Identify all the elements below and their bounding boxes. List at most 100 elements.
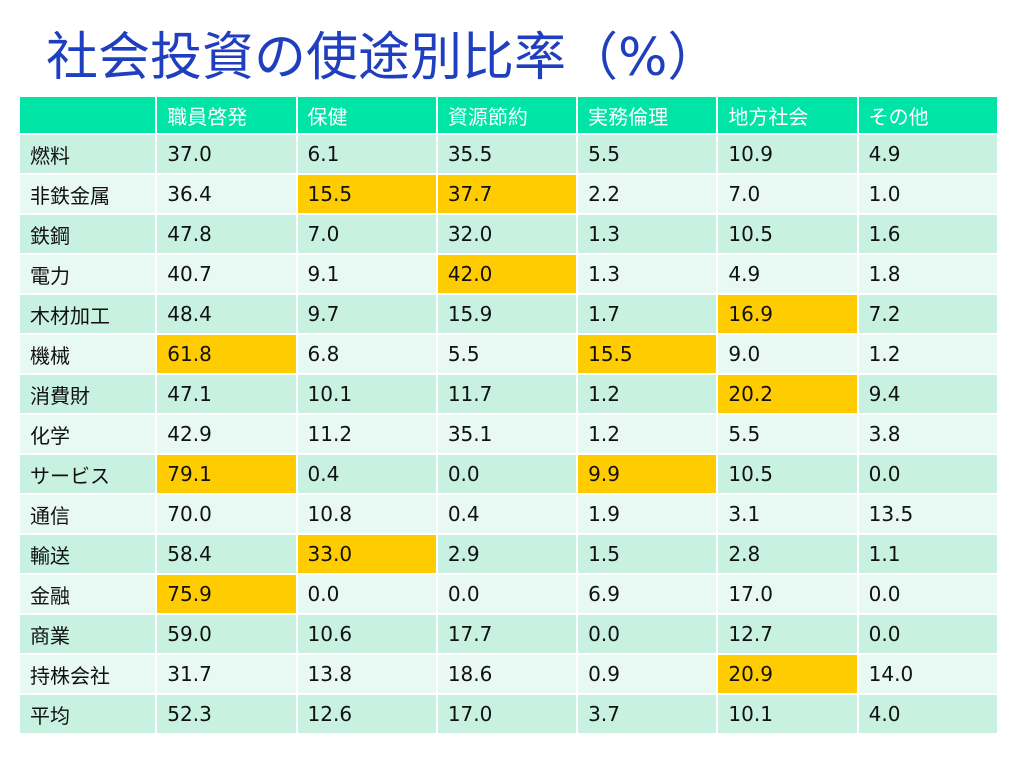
column-header: 保健: [295, 95, 438, 135]
table-cell: 12.6: [295, 693, 438, 735]
row-label: 鉄鋼: [17, 213, 158, 255]
table-cell: 0.0: [856, 573, 1000, 615]
table-cell: 17.0: [435, 693, 579, 735]
row-label: 商業: [17, 613, 158, 655]
table-cell: 58.4: [155, 533, 298, 575]
table-cell: 0.0: [295, 573, 438, 615]
table-cell: 1.5: [576, 533, 719, 575]
table-cell: 6.8: [295, 333, 438, 375]
table-cell: 0.9: [576, 653, 719, 695]
table-cell: 3.7: [576, 693, 719, 735]
table-cell: 11.7: [435, 373, 579, 415]
highlighted-cell: 42.0: [435, 253, 579, 295]
table-header-row: 職員啓発 保健 資源節約 実務倫理 地方社会 その他: [17, 95, 1000, 135]
table-cell: 14.0: [856, 653, 1000, 695]
row-label: 平均: [17, 693, 158, 735]
table-cell: 1.9: [576, 493, 719, 535]
table-row: サービス 79.1 0.4 0.0 9.9 10.5 0.0: [17, 453, 1000, 495]
table-body: 燃料 37.0 6.1 35.5 5.5 10.9 4.9 非鉄金属 36.4 15.5 37.7 2…: [17, 133, 1000, 735]
row-label: 輸送: [17, 533, 158, 575]
table-row: 機械 61.8 6.8 5.5 15.5 9.0 1.2: [17, 333, 1000, 375]
table-cell: 7.0: [295, 213, 438, 255]
column-header: 資源節約: [435, 95, 579, 135]
table-cell: 10.5: [716, 453, 859, 495]
highlighted-cell: 15.5: [295, 173, 438, 215]
table-cell: 1.0: [856, 173, 1000, 215]
table-cell: 40.7: [155, 253, 298, 295]
table-cell: 0.0: [576, 613, 719, 655]
table-cell: 5.5: [716, 413, 859, 455]
table-cell: 4.9: [856, 133, 1000, 175]
table-cell: 15.9: [435, 293, 579, 335]
row-label: 木材加工: [17, 293, 158, 335]
table-cell: 0.0: [435, 453, 579, 495]
table-cell: 0.0: [856, 453, 1000, 495]
row-label: 電力: [17, 253, 158, 295]
table-cell: 1.6: [856, 213, 1000, 255]
table-cell: 0.0: [856, 613, 1000, 655]
highlighted-cell: 20.9: [716, 653, 859, 695]
table-cell: 37.0: [155, 133, 298, 175]
column-header: 実務倫理: [576, 95, 719, 135]
table-cell: 32.0: [435, 213, 579, 255]
table-cell: 1.7: [576, 293, 719, 335]
table-cell: 5.5: [435, 333, 579, 375]
table-cell: 11.2: [295, 413, 438, 455]
row-label: 消費財: [17, 373, 158, 415]
table-cell: 10.5: [716, 213, 859, 255]
row-label: 非鉄金属: [17, 173, 158, 215]
table-cell: 1.1: [856, 533, 1000, 575]
table-cell: 17.0: [716, 573, 859, 615]
table-cell: 10.9: [716, 133, 859, 175]
table-cell: 2.9: [435, 533, 579, 575]
table-cell: 9.1: [295, 253, 438, 295]
table-cell: 13.8: [295, 653, 438, 695]
column-header: 職員啓発: [155, 95, 298, 135]
table-cell: 31.7: [155, 653, 298, 695]
table-cell: 6.1: [295, 133, 438, 175]
table-cell: 10.1: [716, 693, 859, 735]
table-cell: 35.1: [435, 413, 579, 455]
table-row: 燃料 37.0 6.1 35.5 5.5 10.9 4.9: [17, 133, 1000, 175]
table-cell: 1.2: [576, 413, 719, 455]
table-cell: 1.3: [576, 253, 719, 295]
highlighted-cell: 9.9: [576, 453, 719, 495]
table-cell: 47.1: [155, 373, 298, 415]
table-cell: 0.4: [435, 493, 579, 535]
table-cell: 17.7: [435, 613, 579, 655]
table-cell: 70.0: [155, 493, 298, 535]
table-row: 鉄鋼 47.8 7.0 32.0 1.3 10.5 1.6: [17, 213, 1000, 255]
row-label: サービス: [17, 453, 158, 495]
table-cell: 3.1: [716, 493, 859, 535]
table-cell: 10.6: [295, 613, 438, 655]
table-row: 商業 59.0 10.6 17.7 0.0 12.7 0.0: [17, 613, 1000, 655]
table-row: 平均 52.3 12.6 17.0 3.7 10.1 4.0: [17, 693, 1000, 735]
table-cell: 2.8: [716, 533, 859, 575]
highlighted-cell: 37.7: [435, 173, 579, 215]
table-row: 消費財 47.1 10.1 11.7 1.2 20.2 9.4: [17, 373, 1000, 415]
row-label: 持株会社: [17, 653, 158, 695]
row-label: 機械: [17, 333, 158, 375]
table-cell: 10.8: [295, 493, 438, 535]
highlighted-cell: 33.0: [295, 533, 438, 575]
highlighted-cell: 75.9: [155, 573, 298, 615]
table-row: 金融 75.9 0.0 0.0 6.9 17.0 0.0: [17, 573, 1000, 615]
table-cell: 9.4: [856, 373, 1000, 415]
table-row: 化学 42.9 11.2 35.1 1.2 5.5 3.8: [17, 413, 1000, 455]
column-header: 地方社会: [716, 95, 859, 135]
table-cell: 1.2: [576, 373, 719, 415]
table-cell: 48.4: [155, 293, 298, 335]
table-cell: 9.7: [295, 293, 438, 335]
table-cell: 5.5: [576, 133, 719, 175]
row-label: 通信: [17, 493, 158, 535]
table-row: 非鉄金属 36.4 15.5 37.7 2.2 7.0 1.0: [17, 173, 1000, 215]
table-cell: 7.0: [716, 173, 859, 215]
table-cell: 0.4: [295, 453, 438, 495]
table-row: 電力 40.7 9.1 42.0 1.3 4.9 1.8: [17, 253, 1000, 295]
row-label: 化学: [17, 413, 158, 455]
table-cell: 47.8: [155, 213, 298, 255]
table-row: 持株会社 31.7 13.8 18.6 0.9 20.9 14.0: [17, 653, 1000, 695]
highlighted-cell: 61.8: [155, 333, 298, 375]
table-cell: 35.5: [435, 133, 579, 175]
table-cell: 9.0: [716, 333, 859, 375]
